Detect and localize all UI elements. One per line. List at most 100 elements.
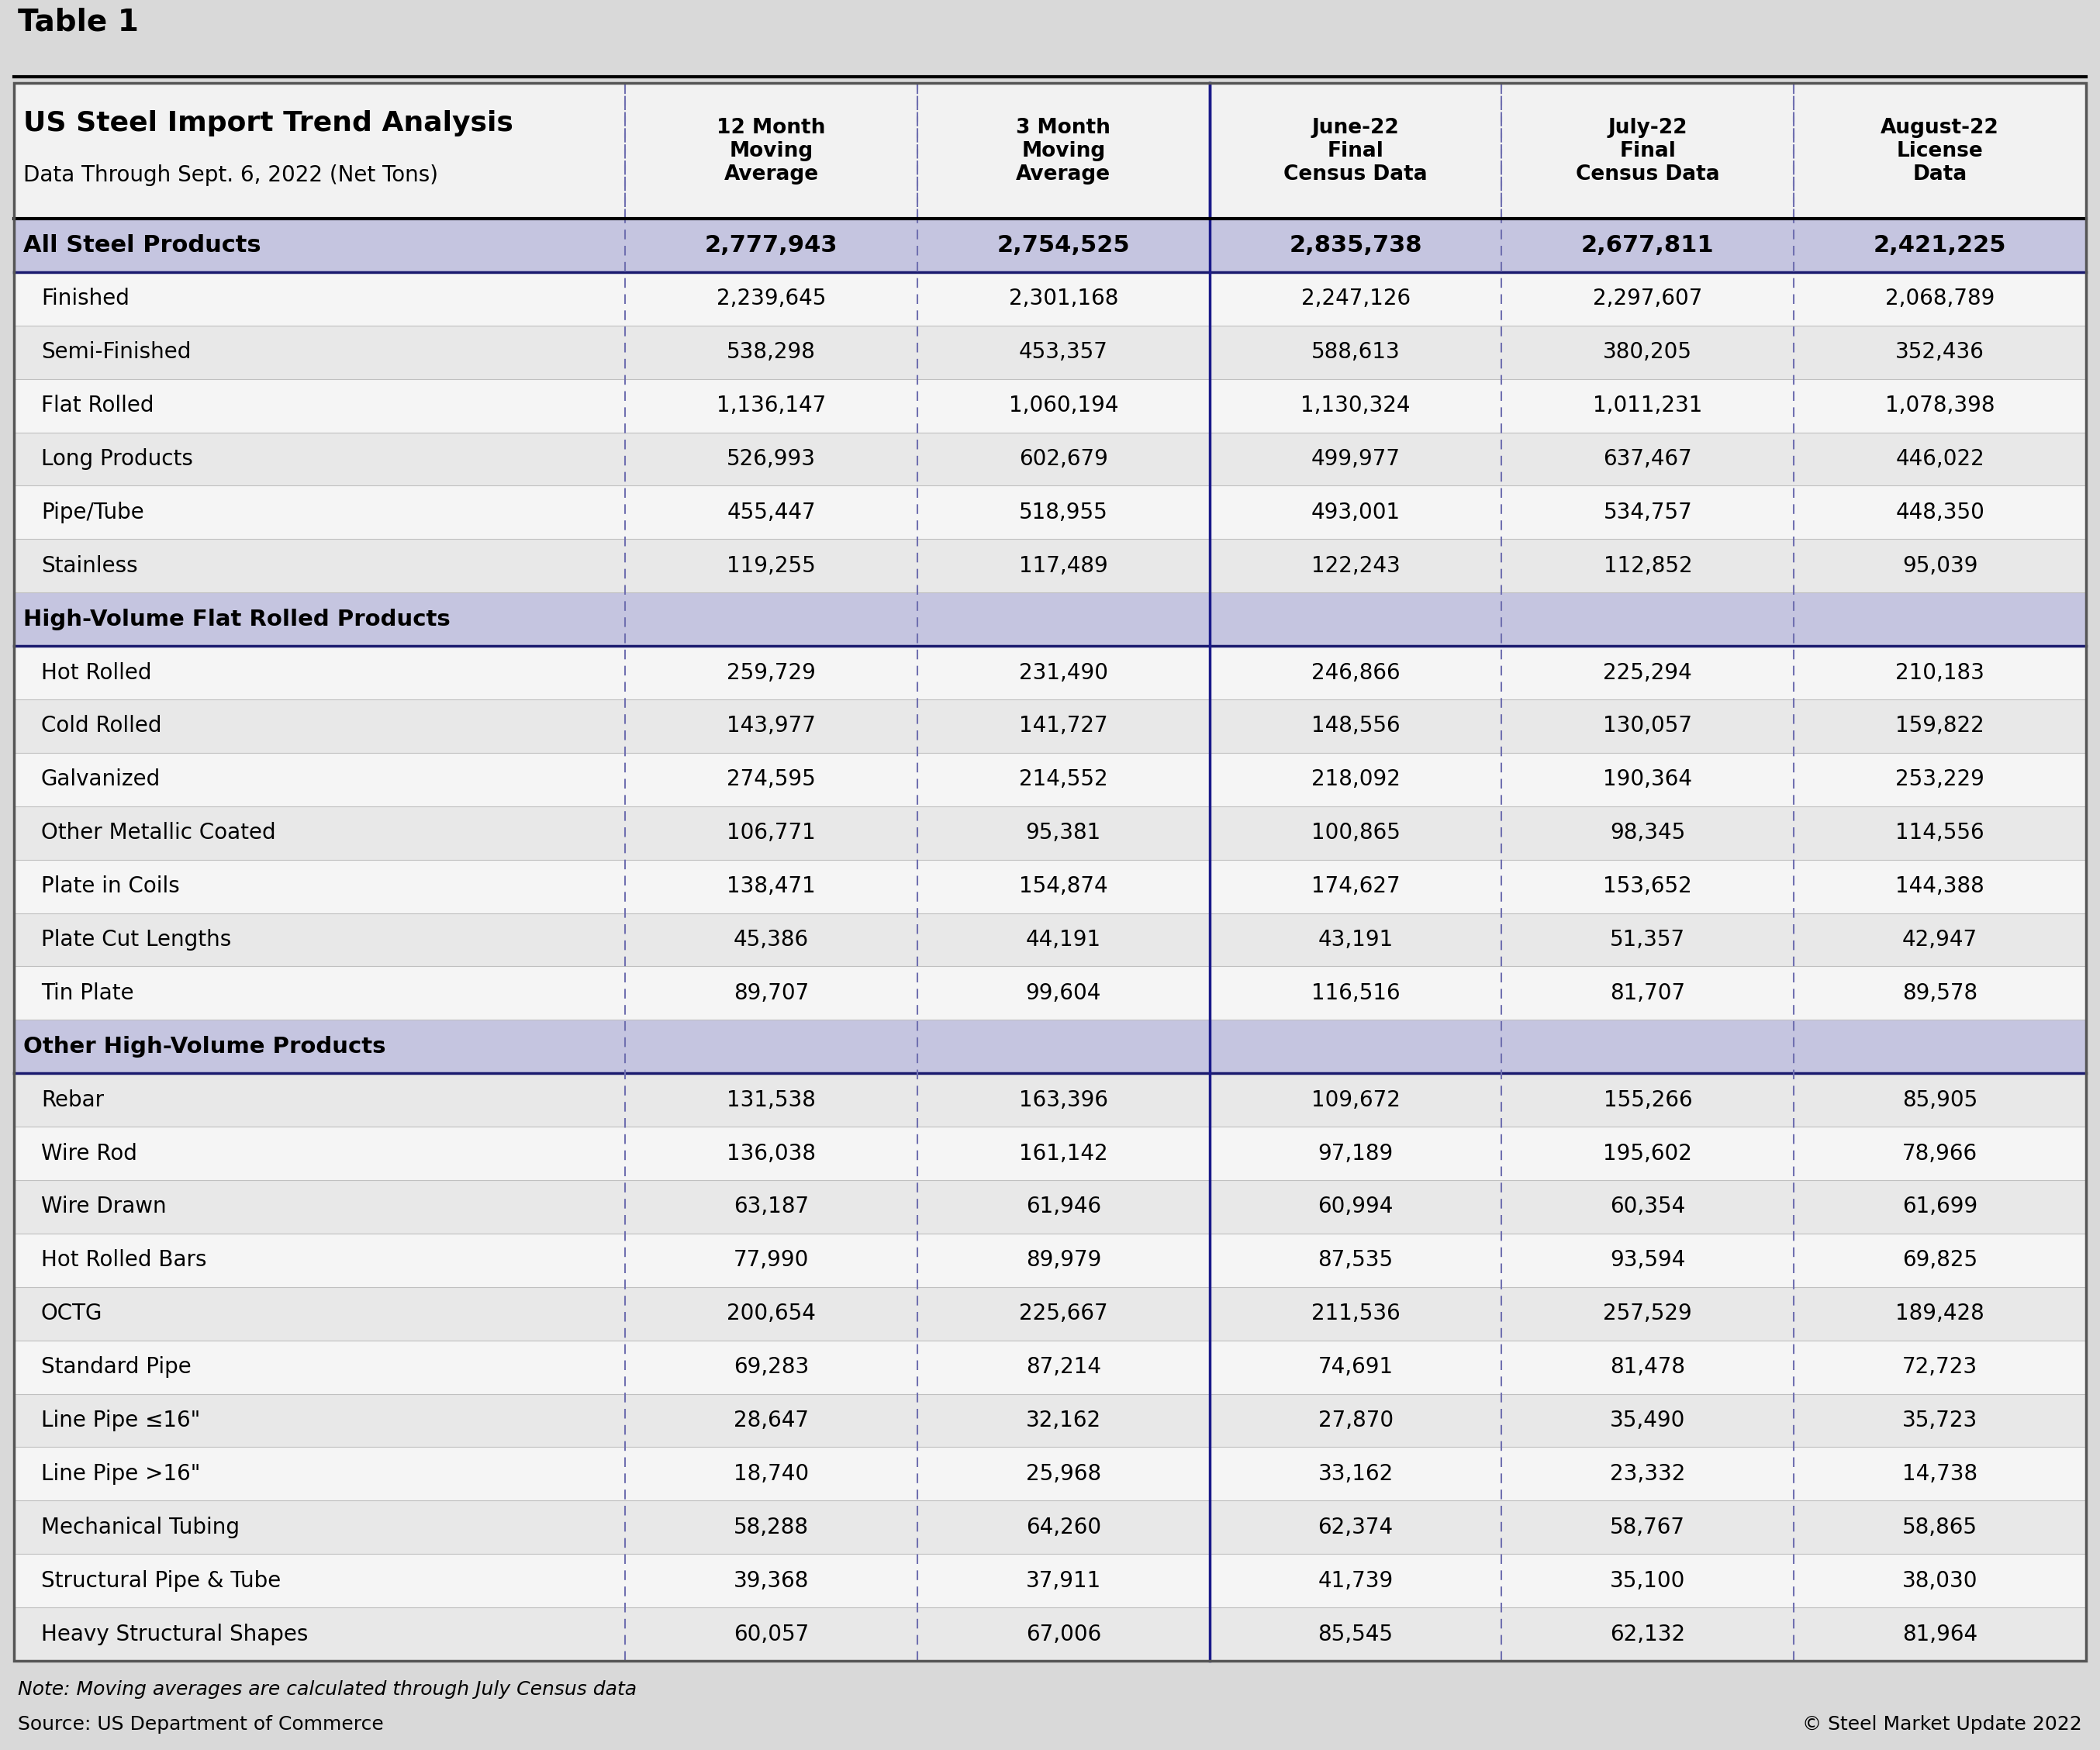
Text: 189,428: 189,428 (1896, 1302, 1984, 1325)
Text: 448,350: 448,350 (1896, 502, 1984, 523)
Text: Pipe/Tube: Pipe/Tube (42, 502, 145, 523)
Text: 253,229: 253,229 (1896, 768, 1984, 791)
Text: 352,436: 352,436 (1896, 341, 1984, 362)
Text: 60,057: 60,057 (733, 1624, 809, 1645)
Text: © Steel Market Update 2022: © Steel Market Update 2022 (1802, 1715, 2083, 1734)
Text: 148,556: 148,556 (1310, 716, 1401, 737)
Text: 1,130,324: 1,130,324 (1300, 396, 1411, 416)
Text: 43,191: 43,191 (1319, 929, 1392, 950)
Text: Standard Pipe: Standard Pipe (42, 1356, 191, 1377)
Text: 35,723: 35,723 (1903, 1409, 1978, 1432)
Text: 190,364: 190,364 (1602, 768, 1693, 791)
Text: 64,260: 64,260 (1025, 1517, 1100, 1538)
Text: Wire Rod: Wire Rod (42, 1143, 136, 1164)
Text: 25,968: 25,968 (1025, 1463, 1100, 1484)
Text: High-Volume Flat Rolled Products: High-Volume Flat Rolled Products (23, 609, 449, 630)
Text: 35,100: 35,100 (1611, 1570, 1686, 1591)
Text: 67,006: 67,006 (1025, 1624, 1100, 1645)
Text: 144,388: 144,388 (1896, 875, 1984, 898)
Text: 2,301,168: 2,301,168 (1008, 289, 1119, 310)
Bar (15, 1393, 2085, 1447)
Bar (15, 914, 2085, 966)
Text: 2,297,607: 2,297,607 (1594, 289, 1703, 310)
Text: 1,078,398: 1,078,398 (1886, 396, 1995, 416)
Text: 74,691: 74,691 (1319, 1356, 1392, 1377)
Text: Stainless: Stainless (42, 555, 139, 578)
Text: 87,535: 87,535 (1319, 1250, 1392, 1270)
Text: 274,595: 274,595 (727, 768, 815, 791)
Bar (15, 1340, 2085, 1393)
Text: 143,977: 143,977 (727, 716, 815, 737)
Text: 154,874: 154,874 (1018, 875, 1109, 898)
Text: 122,243: 122,243 (1310, 555, 1401, 578)
Text: 61,946: 61,946 (1025, 1195, 1100, 1218)
Text: 2,777,943: 2,777,943 (706, 235, 838, 257)
Text: 455,447: 455,447 (727, 502, 815, 523)
Bar (15, 752, 2085, 807)
Text: 246,866: 246,866 (1310, 662, 1401, 684)
Text: 27,870: 27,870 (1319, 1409, 1392, 1432)
Text: Structural Pipe & Tube: Structural Pipe & Tube (42, 1570, 281, 1591)
Text: 2,421,225: 2,421,225 (1873, 235, 2005, 257)
Bar (15, 1500, 2085, 1554)
Text: US Steel Import Trend Analysis: US Steel Import Trend Analysis (23, 110, 512, 136)
Text: 98,345: 98,345 (1611, 822, 1686, 844)
Text: 138,471: 138,471 (727, 875, 815, 898)
Text: 446,022: 446,022 (1896, 448, 1984, 469)
Text: 32,162: 32,162 (1025, 1409, 1100, 1432)
Text: Table 1: Table 1 (17, 7, 139, 37)
Text: 141,727: 141,727 (1018, 716, 1109, 737)
Text: 1,060,194: 1,060,194 (1008, 396, 1119, 416)
Text: 51,357: 51,357 (1611, 929, 1686, 950)
Text: 214,552: 214,552 (1018, 768, 1109, 791)
Text: 35,490: 35,490 (1611, 1409, 1686, 1432)
Text: 69,825: 69,825 (1903, 1250, 1978, 1270)
Bar (15, 380, 2085, 432)
Text: Hot Rolled Bars: Hot Rolled Bars (42, 1250, 206, 1270)
Text: 588,613: 588,613 (1310, 341, 1401, 362)
Text: 117,489: 117,489 (1018, 555, 1109, 578)
Text: 2,068,789: 2,068,789 (1886, 289, 1995, 310)
Text: Cold Rolled: Cold Rolled (42, 716, 162, 737)
Text: 2,677,811: 2,677,811 (1581, 235, 1714, 257)
Text: 41,739: 41,739 (1319, 1570, 1392, 1591)
Text: 89,707: 89,707 (733, 982, 809, 1004)
Text: 33,162: 33,162 (1319, 1463, 1392, 1484)
Text: Hot Rolled: Hot Rolled (42, 662, 151, 684)
Text: 155,266: 155,266 (1604, 1088, 1693, 1111)
Text: 526,993: 526,993 (727, 448, 817, 469)
Text: 2,239,645: 2,239,645 (716, 289, 825, 310)
Text: 23,332: 23,332 (1611, 1463, 1686, 1484)
Text: 58,767: 58,767 (1611, 1517, 1686, 1538)
Text: 131,538: 131,538 (727, 1088, 815, 1111)
Text: 12 Month
Moving
Average: 12 Month Moving Average (716, 117, 825, 184)
Text: 14,738: 14,738 (1903, 1463, 1978, 1484)
Text: July-22
Final
Census Data: July-22 Final Census Data (1575, 117, 1720, 184)
Text: 95,039: 95,039 (1903, 555, 1978, 578)
Bar (15, 1234, 2085, 1286)
Bar (15, 219, 2085, 271)
Text: Plate in Coils: Plate in Coils (42, 875, 181, 898)
Text: 136,038: 136,038 (727, 1143, 817, 1164)
Bar (15, 1447, 2085, 1500)
Text: 61,699: 61,699 (1903, 1195, 1978, 1218)
Text: 89,578: 89,578 (1903, 982, 1978, 1004)
Text: 538,298: 538,298 (727, 341, 815, 362)
Text: 58,288: 58,288 (733, 1517, 809, 1538)
Text: 99,604: 99,604 (1025, 982, 1100, 1004)
Bar (15, 1608, 2085, 1661)
Text: 69,283: 69,283 (733, 1356, 809, 1377)
Bar (15, 646, 2085, 700)
Text: 195,602: 195,602 (1602, 1143, 1693, 1164)
Bar (15, 539, 2085, 593)
Text: 218,092: 218,092 (1310, 768, 1401, 791)
Text: Other Metallic Coated: Other Metallic Coated (42, 822, 275, 844)
Text: Tin Plate: Tin Plate (42, 982, 134, 1004)
Text: June-22
Final
Census Data: June-22 Final Census Data (1283, 117, 1428, 184)
Text: 637,467: 637,467 (1602, 448, 1693, 469)
Text: Wire Drawn: Wire Drawn (42, 1195, 166, 1218)
Text: 453,357: 453,357 (1018, 341, 1109, 362)
Text: 161,142: 161,142 (1018, 1143, 1109, 1164)
Bar (15, 859, 2085, 914)
Text: 97,189: 97,189 (1319, 1143, 1392, 1164)
